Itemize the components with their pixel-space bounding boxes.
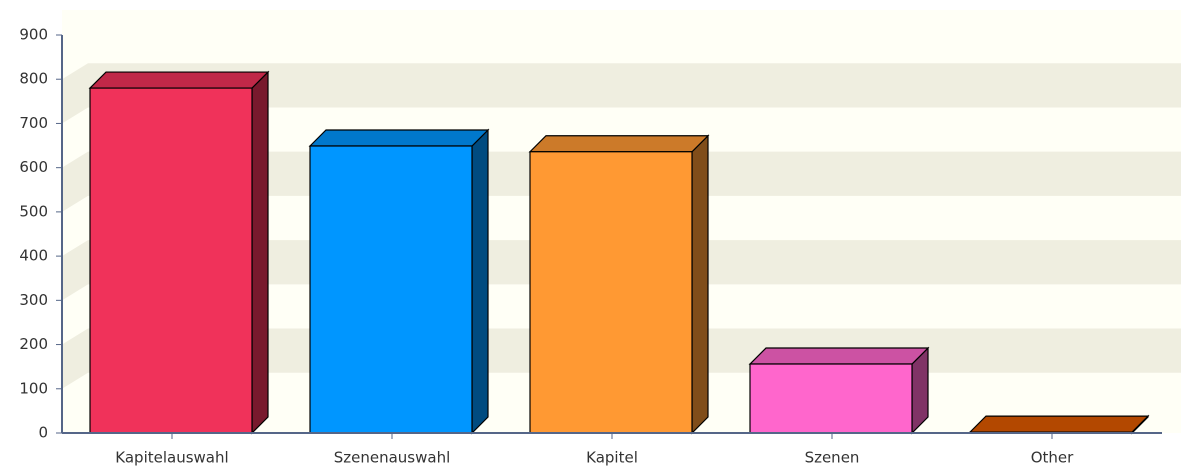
grid-band <box>62 63 1181 124</box>
y-tick-label: 500 <box>19 202 48 220</box>
bar-top <box>308 129 490 147</box>
x-tick-label: Szenen <box>805 449 860 467</box>
x-tick-label: Kapitel <box>586 449 638 467</box>
bar <box>89 87 253 434</box>
y-tick-label: 100 <box>19 379 48 397</box>
bar-side <box>691 134 709 435</box>
y-tick-label: 400 <box>19 247 48 265</box>
bar <box>529 151 693 434</box>
y-tick-label: 600 <box>19 158 48 176</box>
bar <box>749 363 913 434</box>
bar-side <box>471 128 489 435</box>
x-tick-label: Szenenauswahl <box>334 449 451 467</box>
y-tick-label: 900 <box>19 26 48 44</box>
y-tick-label: 300 <box>19 291 48 309</box>
bar-top <box>968 415 1150 433</box>
bar-side <box>251 70 269 435</box>
bar-top <box>88 71 270 89</box>
y-tick-label: 0 <box>38 424 48 442</box>
bar <box>309 145 473 434</box>
x-tick-label: Other <box>1031 449 1074 467</box>
bar-top <box>528 135 710 153</box>
y-tick-label: 700 <box>19 114 48 132</box>
y-tick-label: 800 <box>19 70 48 88</box>
y-tick-label: 200 <box>19 335 48 353</box>
bar-top <box>748 347 930 365</box>
x-tick-label: Kapitelauswahl <box>115 449 228 467</box>
